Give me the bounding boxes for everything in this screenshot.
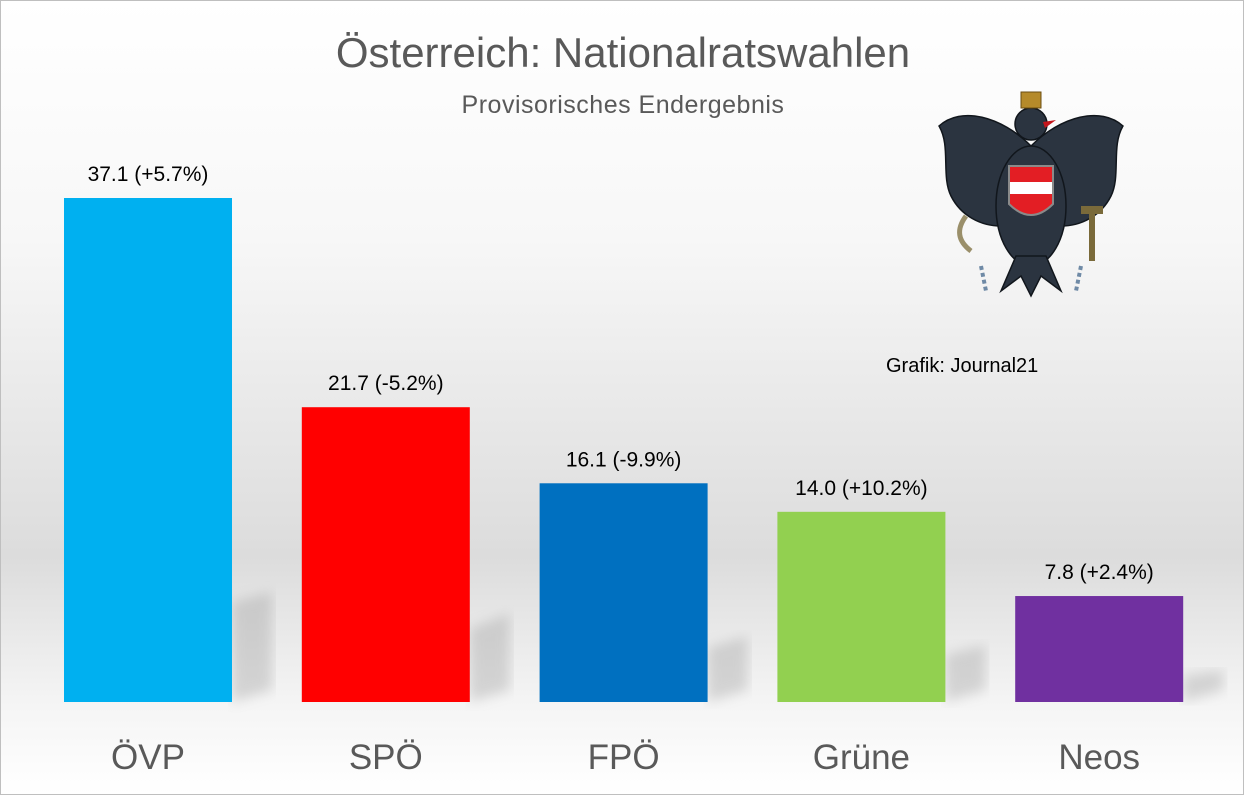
bar-3 — [777, 511, 946, 702]
data-label: 16.1 (-9.9%) — [566, 448, 682, 471]
data-label: 37.1 (+5.7%) — [88, 163, 209, 186]
category-label: Grüne — [813, 738, 910, 777]
bar-shadow — [1183, 670, 1224, 702]
credit-annotation: Grafik: Journal21 — [886, 355, 1039, 377]
bar-2 — [539, 483, 708, 702]
category-label: ÖVP — [111, 738, 185, 777]
chart-title: Österreich: Nationalratswahlen — [335, 29, 911, 76]
data-label: 7.8 (+2.4%) — [1045, 561, 1154, 584]
bar-0 — [64, 198, 232, 702]
data-label: 14.0 (+10.2%) — [795, 477, 928, 500]
bar-shadow — [232, 592, 272, 702]
data-label: 21.7 (-5.2%) — [328, 372, 444, 395]
chart-subtitle: Provisorisches Endergebnis — [461, 91, 785, 119]
bar-shadow — [945, 644, 986, 702]
category-label: Neos — [1058, 738, 1140, 777]
category-label: FPÖ — [588, 738, 660, 777]
bar-shadow — [707, 636, 748, 702]
bar-shadow — [469, 613, 510, 702]
bar-1 — [301, 407, 470, 702]
bar-4 — [1015, 596, 1184, 702]
category-label: SPÖ — [349, 738, 423, 777]
austrian-coat-of-arms-icon — [938, 91, 1124, 298]
